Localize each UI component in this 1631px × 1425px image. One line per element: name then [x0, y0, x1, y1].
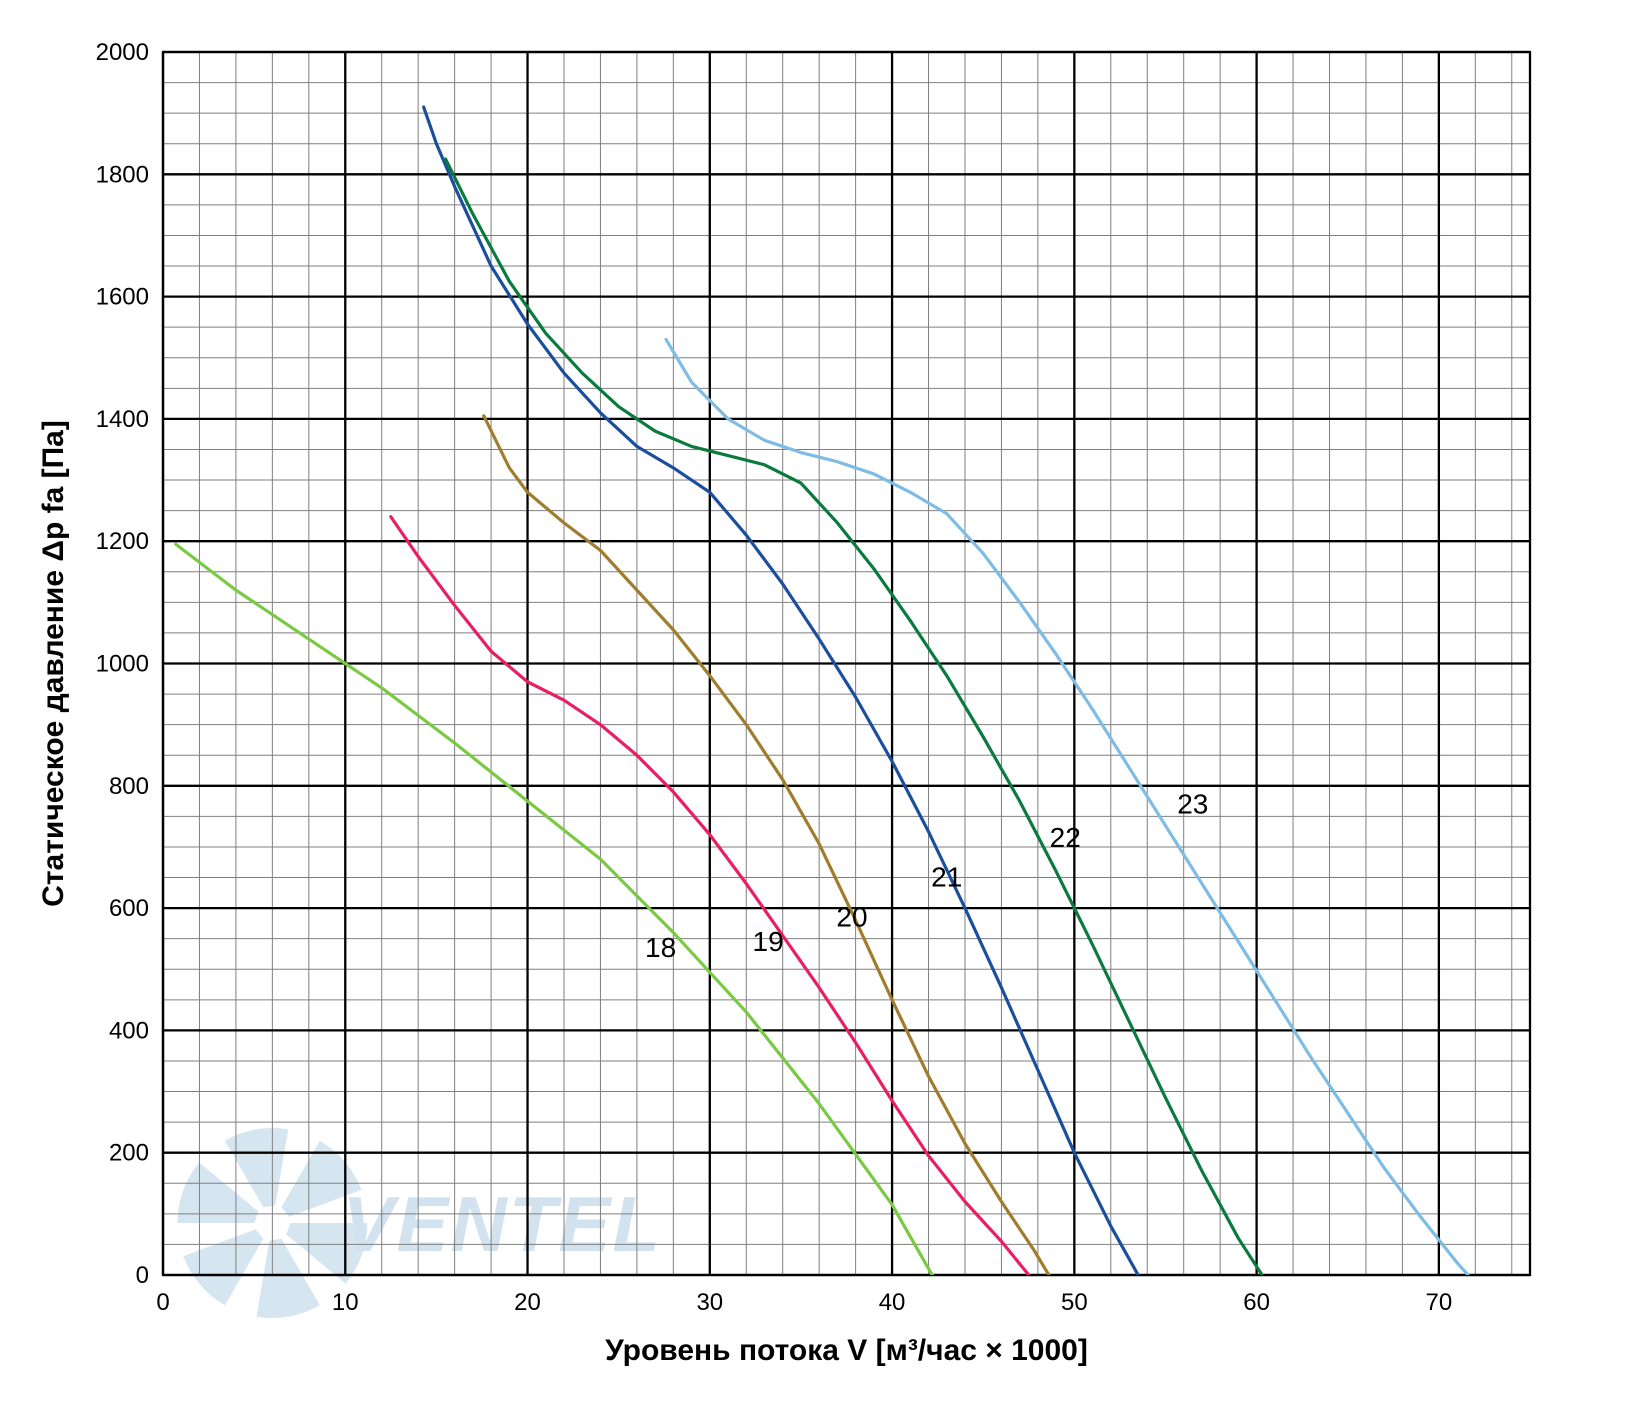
x-tick-label: 70: [1426, 1289, 1453, 1316]
curve-label-18: 18: [645, 932, 676, 963]
y-tick-label: 200: [109, 1140, 149, 1167]
y-tick-label: 1000: [96, 651, 149, 678]
y-tick-label: 2000: [96, 39, 149, 66]
y-tick-label: 1400: [96, 406, 149, 433]
y-tick-label: 800: [109, 773, 149, 800]
curve-label-20: 20: [836, 901, 867, 932]
y-tick-label: 600: [109, 895, 149, 922]
curve-label-19: 19: [753, 926, 784, 957]
x-tick-label: 30: [696, 1289, 723, 1316]
y-tick-label: 0: [136, 1262, 149, 1289]
y-tick-label: 1600: [96, 284, 149, 311]
x-axis-label: Уровень потока V [м³/час × 1000]: [605, 1334, 1088, 1367]
x-tick-label: 0: [156, 1289, 169, 1316]
curve-label-23: 23: [1177, 788, 1208, 819]
x-tick-label: 50: [1061, 1289, 1088, 1316]
x-tick-label: 10: [332, 1289, 359, 1316]
y-axis-label: Статическое давление Δp fa [Па]: [37, 420, 70, 907]
x-tick-label: 40: [879, 1289, 906, 1316]
fan-curve-chart: VENTEL1819202122230102030405060700200400…: [0, 0, 1631, 1425]
y-tick-label: 1800: [96, 161, 149, 188]
x-tick-label: 20: [514, 1289, 541, 1316]
y-tick-label: 400: [109, 1017, 149, 1044]
y-tick-label: 1200: [96, 528, 149, 555]
x-tick-label: 60: [1243, 1289, 1270, 1316]
curve-label-21: 21: [931, 862, 962, 893]
curve-label-22: 22: [1050, 822, 1081, 853]
grid: [163, 52, 1530, 1275]
